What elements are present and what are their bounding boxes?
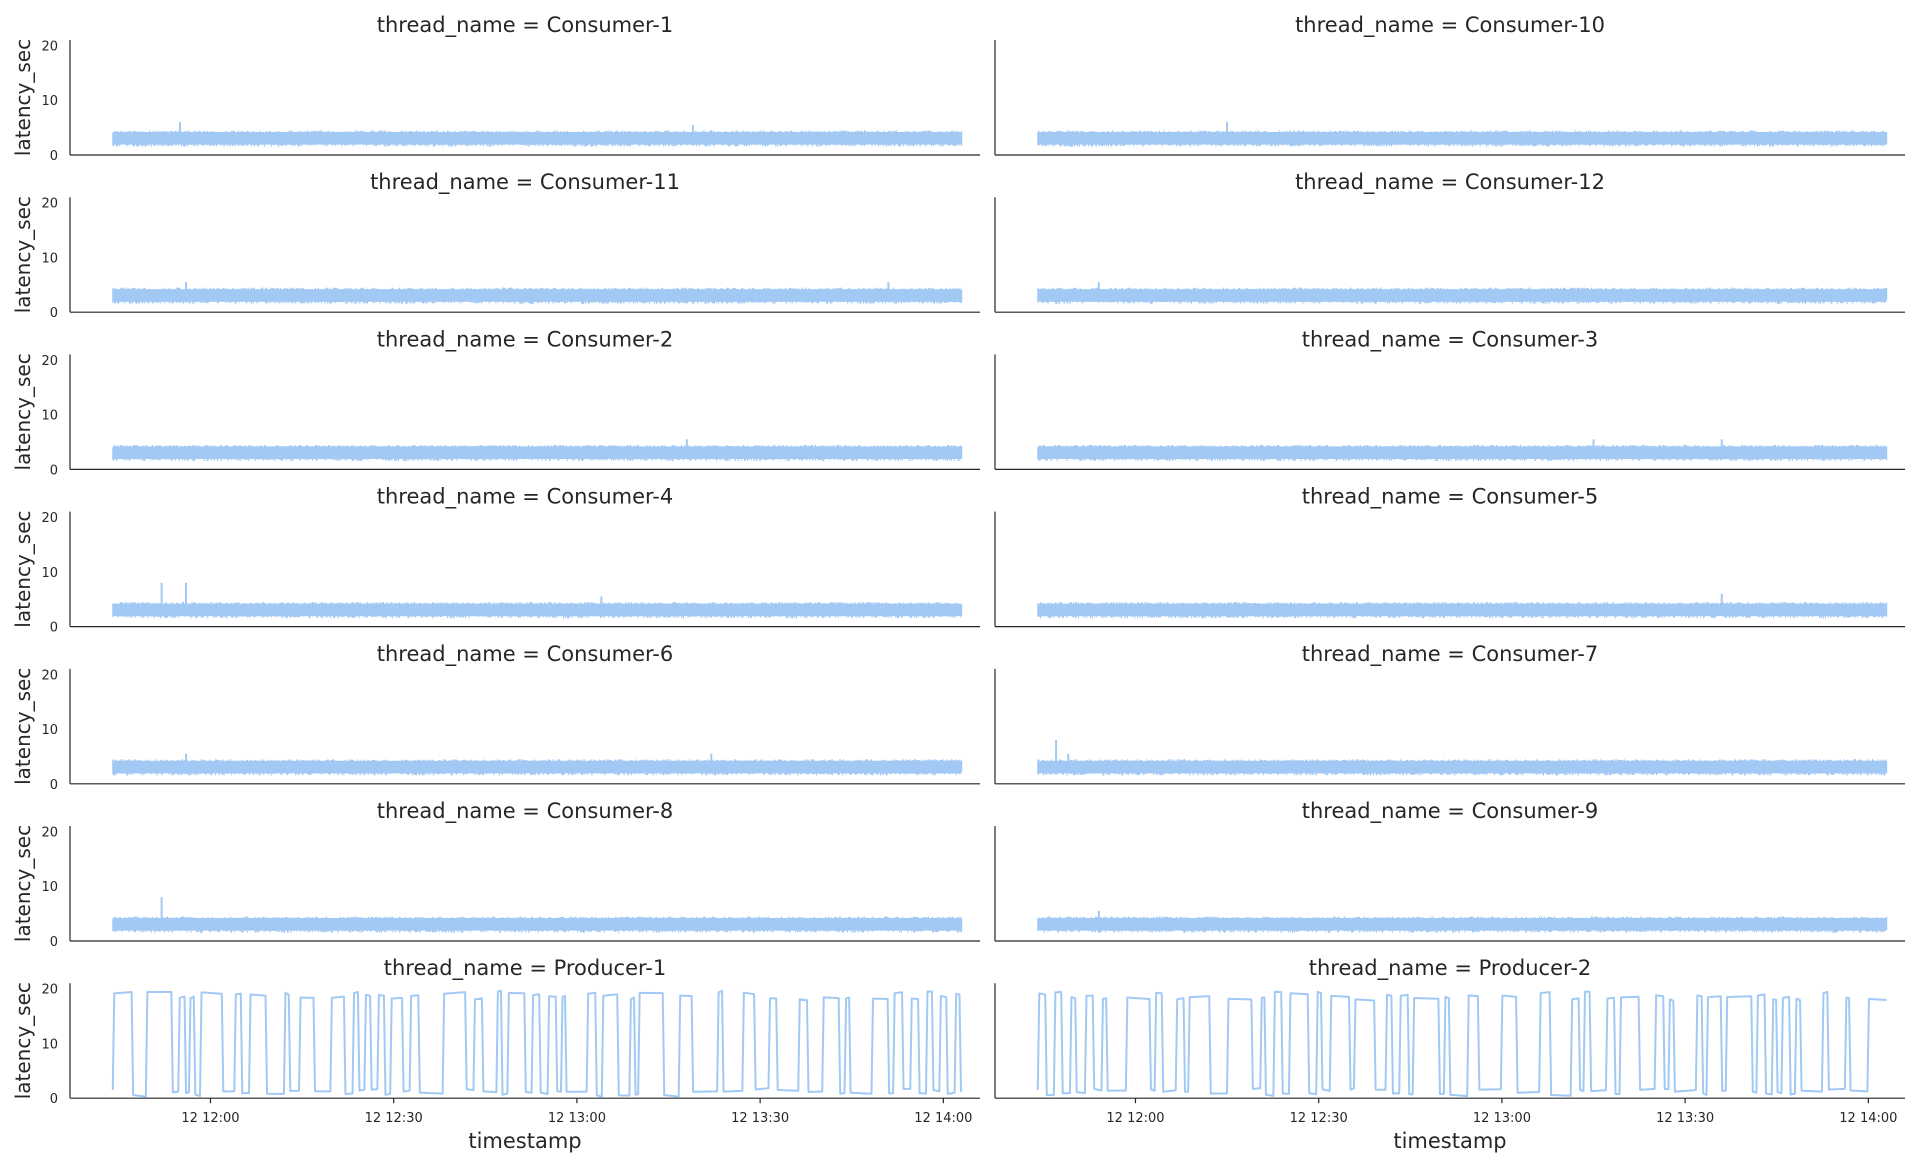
- series-band-fill: [112, 918, 962, 931]
- y-axis-label: latency_sec: [11, 982, 35, 1099]
- panel-title: thread_name = Consumer-1: [377, 13, 674, 38]
- x-axis-label: timestamp: [1393, 1129, 1506, 1153]
- panel-title: thread_name = Consumer-10: [1295, 13, 1605, 38]
- facet-panel: thread_name = Consumer-8 0 10 20 latency_sec: [11, 799, 980, 950]
- x-tick-label: 12 13:30: [1656, 1111, 1714, 1126]
- panel-title: thread_name = Consumer-8: [377, 799, 674, 824]
- y-tick-label: 20: [41, 983, 58, 998]
- series-band-fill: [1037, 132, 1887, 145]
- y-tick-label: 0: [50, 935, 58, 950]
- facet-panel: thread_name = Consumer-11 0 10 20 latency_se…: [11, 170, 980, 321]
- y-axis-label: latency_sec: [11, 511, 35, 628]
- facet-panel: thread_name = Consumer-5: [994, 485, 1905, 628]
- x-tick-label: 12 14:00: [1839, 1111, 1897, 1126]
- y-tick-label: 0: [50, 621, 58, 636]
- y-tick-label: 20: [41, 825, 58, 840]
- y-axis-label: latency_sec: [11, 668, 35, 785]
- x-tick-label: 12 14:00: [914, 1111, 972, 1126]
- series-band-fill: [112, 289, 962, 302]
- panel-title: thread_name = Consumer-3: [1302, 327, 1599, 352]
- y-tick-label: 20: [41, 354, 58, 369]
- panel-title: thread_name = Consumer-4: [377, 485, 674, 510]
- y-axis-label: latency_sec: [11, 39, 35, 156]
- series-band-fill: [112, 603, 962, 617]
- facet-panel: thread_name = Consumer-2 0 10 20 latency_sec: [11, 327, 980, 478]
- y-tick-label: 20: [41, 511, 58, 526]
- x-tick-label: 12 13:00: [1473, 1111, 1531, 1126]
- panel-title: thread_name = Producer-2: [1309, 956, 1592, 981]
- y-axis-label: latency_sec: [11, 825, 35, 942]
- y-tick-label: 10: [41, 251, 58, 266]
- y-tick-label: 10: [41, 409, 58, 424]
- series-band-fill: [112, 132, 962, 145]
- facet-panel: thread_name = Consumer-4 0 10 20 latency_sec: [11, 485, 980, 636]
- panel-title: thread_name = Consumer-12: [1295, 170, 1605, 195]
- y-axis-label: latency_sec: [11, 196, 35, 313]
- facet-panel: thread_name = Consumer-7: [994, 642, 1905, 785]
- y-axis-label: latency_sec: [11, 353, 35, 470]
- facet-panel: thread_name = Consumer-12: [994, 170, 1905, 313]
- x-tick-label: 12 12:30: [365, 1111, 423, 1126]
- y-tick-label: 0: [50, 463, 58, 478]
- y-tick-label: 0: [50, 1092, 58, 1107]
- y-tick-label: 10: [41, 723, 58, 738]
- x-tick-label: 12 12:00: [181, 1111, 239, 1126]
- panel-title: thread_name = Producer-1: [384, 956, 667, 981]
- y-tick-label: 10: [41, 94, 58, 109]
- series-band-fill: [1037, 289, 1887, 302]
- y-tick-label: 20: [41, 668, 58, 683]
- series-line: [1036, 990, 1887, 1098]
- series-band-fill: [1037, 446, 1887, 459]
- series-band-fill: [112, 446, 962, 459]
- y-tick-label: 10: [41, 566, 58, 581]
- series-line: [111, 989, 963, 1098]
- panel-title: thread_name = Consumer-5: [1302, 485, 1599, 510]
- x-tick-label: 12 13:30: [731, 1111, 789, 1126]
- panel-title: thread_name = Consumer-2: [377, 327, 674, 352]
- y-tick-label: 20: [41, 39, 58, 54]
- y-tick-label: 0: [50, 306, 58, 321]
- y-tick-label: 20: [41, 197, 58, 212]
- panel-title: thread_name = Consumer-7: [1302, 642, 1599, 667]
- series-band-fill: [1037, 603, 1887, 617]
- facet-panel: thread_name = Consumer-6 0 10 20 latency_sec: [11, 642, 980, 793]
- y-tick-label: 0: [50, 149, 58, 164]
- panel-title: thread_name = Consumer-9: [1302, 799, 1599, 824]
- facet-panel: thread_name = Producer-2 12 12:00 12 12:30…: [994, 956, 1905, 1153]
- y-tick-label: 10: [41, 880, 58, 895]
- x-tick-label: 12 13:00: [548, 1111, 606, 1126]
- y-tick-label: 0: [50, 778, 58, 793]
- panel-title: thread_name = Consumer-11: [370, 170, 680, 195]
- facet-panel: thread_name = Consumer-9: [994, 799, 1905, 942]
- series-band-fill: [1037, 760, 1887, 774]
- y-tick-label: 10: [41, 1037, 58, 1052]
- facet-panel: thread_name = Producer-1 0 10 20 latency_sec…: [11, 956, 980, 1153]
- x-tick-label: 12 12:00: [1106, 1111, 1164, 1126]
- x-axis-label: timestamp: [468, 1129, 581, 1153]
- facet-panel: thread_name = Consumer-3: [994, 327, 1905, 470]
- facet-panel: thread_name = Consumer-1 0 10 20 latency_sec: [11, 13, 980, 164]
- panel-title: thread_name = Consumer-6: [377, 642, 674, 667]
- facet-panel: thread_name = Consumer-10: [994, 13, 1905, 156]
- x-tick-label: 12 12:30: [1290, 1111, 1348, 1126]
- series-band-fill: [1037, 918, 1887, 931]
- series-band-fill: [112, 760, 962, 774]
